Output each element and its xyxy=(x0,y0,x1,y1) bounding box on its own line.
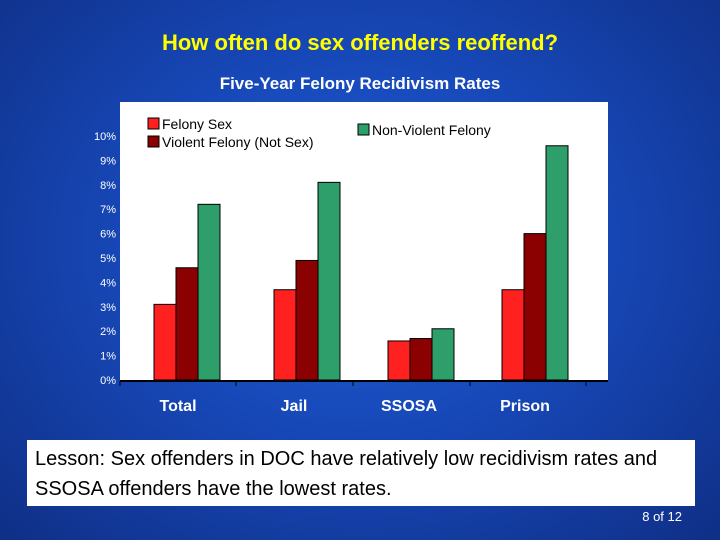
y-tick-label: 9% xyxy=(100,155,116,167)
legend-label: Non-Violent Felony xyxy=(372,122,491,138)
bar xyxy=(431,328,455,381)
legend: Felony Sex Violent Felony (Not Sex) Non-Vi… xyxy=(147,116,491,150)
y-tick-label: 5% xyxy=(100,253,116,265)
bar xyxy=(387,340,411,381)
legend-swatch xyxy=(147,117,160,130)
y-tick-label: 6% xyxy=(100,229,116,241)
bar xyxy=(295,259,319,381)
y-tick-labels: 0% 1% 2% 3% 4% 5% 6% 7% 8% 9% 10% xyxy=(94,131,116,387)
bar xyxy=(317,181,341,381)
x-tick-labels: Total Jail SSOSA Prison xyxy=(159,398,549,415)
x-tick-label: Jail xyxy=(281,398,308,415)
y-tick-label: 2% xyxy=(100,326,116,338)
y-tick-label: 0% xyxy=(100,375,116,387)
x-tick-label: Total xyxy=(159,398,196,415)
y-tick-label: 7% xyxy=(100,204,116,216)
y-tick-label: 10% xyxy=(94,131,116,143)
x-tick-label: SSOSA xyxy=(381,398,437,415)
lesson-text: Lesson: Sex offenders in DOC have relati… xyxy=(27,440,695,506)
y-tick-label: 1% xyxy=(100,351,116,363)
y-tick-label: 3% xyxy=(100,302,116,314)
bar xyxy=(197,203,221,381)
y-tick-label: 4% xyxy=(100,277,116,289)
bar xyxy=(409,338,433,381)
page-number: 8 of 12 xyxy=(642,509,682,524)
legend-label: Violent Felony (Not Sex) xyxy=(162,134,313,150)
bar xyxy=(153,303,177,381)
x-tick-label: Prison xyxy=(500,398,550,415)
bar xyxy=(523,233,547,381)
bars xyxy=(119,145,608,386)
legend-swatch xyxy=(357,123,370,136)
y-tick-label: 8% xyxy=(100,180,116,192)
slide-title: How often do sex offenders reoffend? xyxy=(161,30,559,55)
bar xyxy=(545,145,569,381)
legend-label: Felony Sex xyxy=(162,116,232,132)
bar xyxy=(501,289,525,381)
legend-swatch xyxy=(147,135,160,148)
bar xyxy=(175,267,199,381)
bar xyxy=(273,289,297,381)
chart-title: Five-Year Felony Recidivism Rates xyxy=(219,74,501,93)
